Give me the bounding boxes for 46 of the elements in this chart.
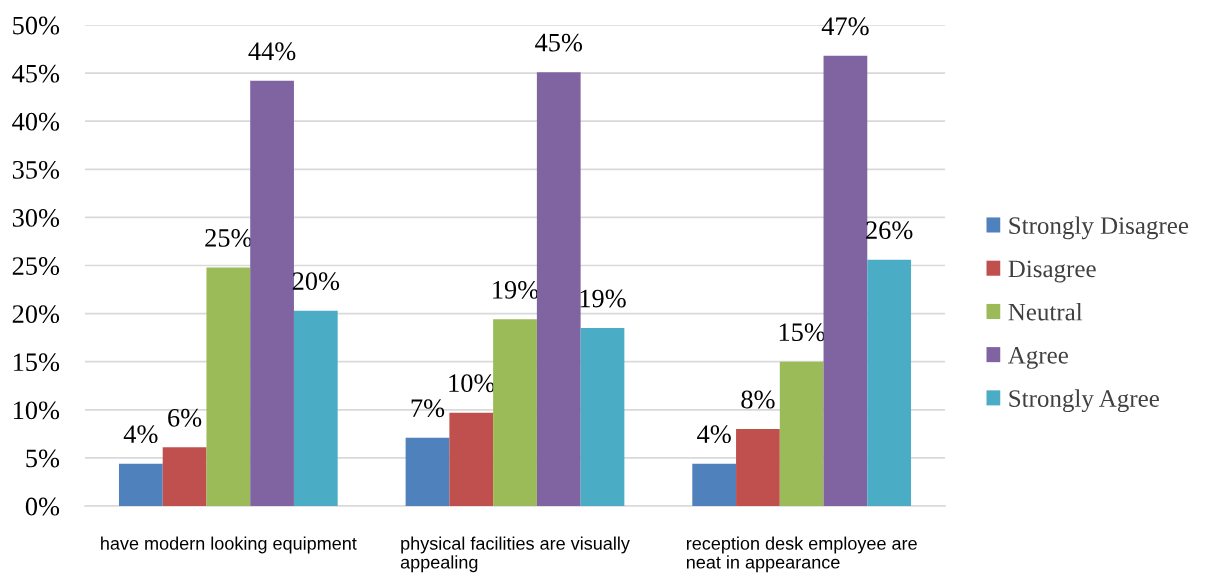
data-label: 47%	[821, 17, 869, 36]
y-tick-label: 45%	[12, 64, 60, 83]
y-tick-label: 50%	[13, 16, 60, 35]
bar	[867, 259, 912, 506]
y-tick-label: 5%	[26, 449, 60, 468]
legend-label: Strongly Agree	[1009, 389, 1159, 413]
y-tick-label: 20%	[12, 305, 60, 324]
bar	[405, 437, 450, 506]
bar	[823, 55, 868, 506]
data-label: 45%	[535, 33, 583, 52]
legend-label: Neutral	[1008, 302, 1083, 321]
y-tick-label: 40%	[12, 112, 60, 131]
x-tick-label: have modern looking equipment	[101, 536, 357, 554]
y-tick-label: 25%	[12, 257, 60, 275]
x-tick-label: physical facilities are visually appealing	[400, 536, 630, 573]
bar	[779, 361, 824, 506]
bar	[162, 447, 207, 506]
data-label: 4%	[697, 425, 731, 444]
y-tick-label: 10%	[13, 401, 60, 420]
y-tick-label: 15%	[13, 353, 60, 372]
bar	[206, 267, 251, 506]
data-label: 19%	[493, 280, 539, 299]
bar	[536, 72, 581, 506]
bar	[493, 319, 537, 506]
y-tick-label: 30%	[12, 209, 60, 227]
data-label: 25%	[205, 228, 252, 247]
data-label: 19%	[580, 289, 626, 308]
data-label: 6%	[168, 408, 202, 427]
legend-label: Agree	[1008, 346, 1068, 369]
x-tick-label: reception desk employee are neat in appearance	[686, 536, 917, 573]
data-label: 8%	[741, 390, 775, 409]
legend-label: Strongly Disagree	[1009, 216, 1189, 240]
bar	[293, 310, 338, 506]
data-label: 7%	[411, 399, 445, 418]
bar	[250, 80, 294, 506]
bar	[118, 463, 163, 506]
y-tick-label: 0%	[25, 497, 60, 516]
legend-label: Disagree	[1008, 260, 1096, 283]
bar	[449, 412, 494, 506]
y-tick-label: 35%	[12, 160, 60, 179]
bar	[692, 463, 737, 506]
data-label: 44%	[248, 42, 296, 61]
data-label: 4%	[123, 425, 158, 444]
bar	[736, 429, 780, 506]
data-label: 15%	[779, 323, 825, 342]
bar	[580, 328, 625, 506]
